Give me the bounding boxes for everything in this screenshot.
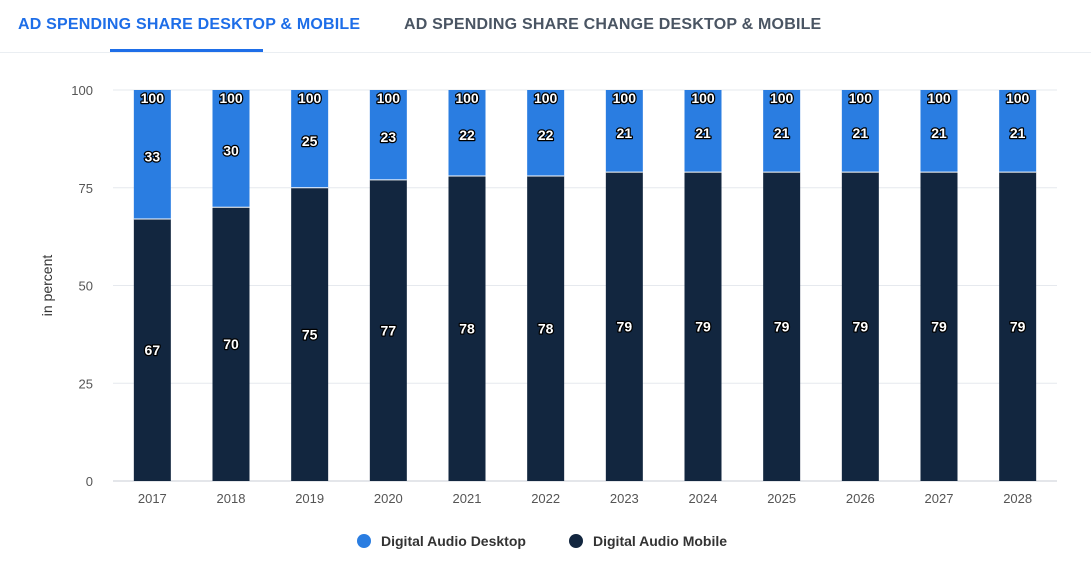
label-desktop-2027: 21 xyxy=(931,125,947,141)
bar-mobile-2025 xyxy=(763,172,801,482)
x-tick-label-2026: 2026 xyxy=(846,491,875,506)
label-mobile-2024: 79 xyxy=(695,319,711,335)
x-tick-label-2023: 2023 xyxy=(610,491,639,506)
axes: 0 25 50 75 100 in percent 2017 2018 2019 2020 2021… xyxy=(39,83,1032,506)
bar-desktop-2026 xyxy=(841,90,879,173)
legend-desktop-dot-icon xyxy=(357,534,371,548)
bar-desktop-2017 xyxy=(133,90,171,220)
legend-mobile-label: Digital Audio Mobile xyxy=(593,533,728,549)
label-total-2018: 100 xyxy=(219,90,243,106)
tab-bar: AD SPENDING SHARE DESKTOP & MOBILE AD SP… xyxy=(0,0,1091,53)
label-desktop-2022: 22 xyxy=(538,127,554,143)
label-total-2025: 100 xyxy=(770,90,794,106)
bar-mobile-2018 xyxy=(212,207,250,482)
y-tick-label-100: 100 xyxy=(71,83,93,98)
label-desktop-2026: 21 xyxy=(853,125,869,141)
tab-ad-spending-share-change[interactable]: AD SPENDING SHARE CHANGE DESKTOP & MOBIL… xyxy=(404,16,822,33)
bar-mobile-2026 xyxy=(841,172,879,482)
label-total-2021: 100 xyxy=(455,90,479,106)
bar-desktop-2019 xyxy=(291,90,329,188)
x-tick-label-2025: 2025 xyxy=(767,491,796,506)
label-desktop-2018: 30 xyxy=(223,143,239,159)
bar-mobile-2021 xyxy=(448,176,486,481)
label-desktop-2024: 21 xyxy=(695,125,711,141)
label-total-2019: 100 xyxy=(298,90,322,106)
y-tick-label-50: 50 xyxy=(79,279,93,294)
label-mobile-2017: 67 xyxy=(145,342,161,358)
bar-desktop-2024 xyxy=(684,90,722,173)
label-desktop-2020: 23 xyxy=(381,129,397,145)
bar-desktop-2023 xyxy=(605,90,643,173)
bar-desktop-2020 xyxy=(369,90,407,180)
label-total-2022: 100 xyxy=(534,90,558,106)
legend-desktop-label: Digital Audio Desktop xyxy=(381,533,526,549)
label-desktop-2025: 21 xyxy=(774,125,790,141)
label-mobile-2019: 75 xyxy=(302,326,318,342)
bar-mobile-2017 xyxy=(133,219,171,481)
bar-mobile-2019 xyxy=(291,187,329,481)
label-total-2024: 100 xyxy=(691,90,715,106)
x-tick-label-2024: 2024 xyxy=(689,491,718,506)
bar-mobile-2020 xyxy=(369,179,407,481)
legend: Digital Audio Desktop Digital Audio Mobi… xyxy=(0,530,1091,552)
grid xyxy=(113,89,1057,482)
label-mobile-2023: 79 xyxy=(617,319,633,335)
bar-desktop-2027 xyxy=(920,90,958,173)
bar-desktop-2022 xyxy=(527,90,565,177)
x-tick-label-2017: 2017 xyxy=(138,491,167,506)
bar-desktop-2025 xyxy=(763,90,801,173)
bar-desktop-2018 xyxy=(212,90,250,208)
bar-mobile-2028 xyxy=(999,172,1037,482)
label-total-2028: 100 xyxy=(1006,90,1030,106)
x-tick-label-2018: 2018 xyxy=(217,491,246,506)
label-mobile-2025: 79 xyxy=(774,319,790,335)
bars xyxy=(133,90,1037,482)
label-desktop-2021: 22 xyxy=(459,127,475,143)
label-desktop-2028: 21 xyxy=(1010,125,1026,141)
label-total-2026: 100 xyxy=(849,90,873,106)
label-total-2017: 100 xyxy=(141,90,165,106)
legend-mobile-dot-icon xyxy=(569,534,583,548)
y-axis-title: in percent xyxy=(39,255,55,317)
y-tick-label-75: 75 xyxy=(79,181,93,196)
x-tick-label-2020: 2020 xyxy=(374,491,403,506)
bar-desktop-2021 xyxy=(448,90,486,177)
label-desktop-2017: 33 xyxy=(145,149,161,165)
label-desktop-2019: 25 xyxy=(302,133,318,149)
label-total-2023: 100 xyxy=(613,90,637,106)
x-tick-label-2019: 2019 xyxy=(295,491,324,506)
label-mobile-2026: 79 xyxy=(853,319,869,335)
x-tick-label-2022: 2022 xyxy=(531,491,560,506)
label-mobile-2022: 78 xyxy=(538,321,554,337)
y-tick-label-0: 0 xyxy=(86,474,93,489)
active-tab-indicator xyxy=(110,49,263,52)
label-desktop-2023: 21 xyxy=(617,125,633,141)
bar-mobile-2027 xyxy=(920,172,958,482)
tab-ad-spending-share[interactable]: AD SPENDING SHARE DESKTOP & MOBILE xyxy=(18,16,361,33)
label-mobile-2028: 79 xyxy=(1010,319,1026,335)
data-labels: 67 33 100 70 30 100 75 25 100 77 23 100 78 22 100 78 22 1… xyxy=(139,89,1030,360)
bar-mobile-2022 xyxy=(527,176,565,481)
bar-desktop-2028 xyxy=(999,90,1037,173)
label-mobile-2027: 79 xyxy=(931,319,947,335)
y-tick-label-25: 25 xyxy=(79,376,93,391)
x-tick-label-2027: 2027 xyxy=(925,491,954,506)
label-mobile-2021: 78 xyxy=(459,321,475,337)
label-total-2027: 100 xyxy=(927,90,951,106)
bar-mobile-2024 xyxy=(684,172,722,482)
label-mobile-2020: 77 xyxy=(381,322,397,338)
x-tick-label-2021: 2021 xyxy=(453,491,482,506)
bar-mobile-2023 xyxy=(605,172,643,482)
label-mobile-2018: 70 xyxy=(223,336,239,352)
label-total-2020: 100 xyxy=(377,90,401,106)
x-tick-label-2028: 2028 xyxy=(1003,491,1032,506)
stacked-bar-chart: 67 33 100 70 30 100 75 25 100 77 23 100 78 22 100 78 22 1… xyxy=(39,83,1057,506)
